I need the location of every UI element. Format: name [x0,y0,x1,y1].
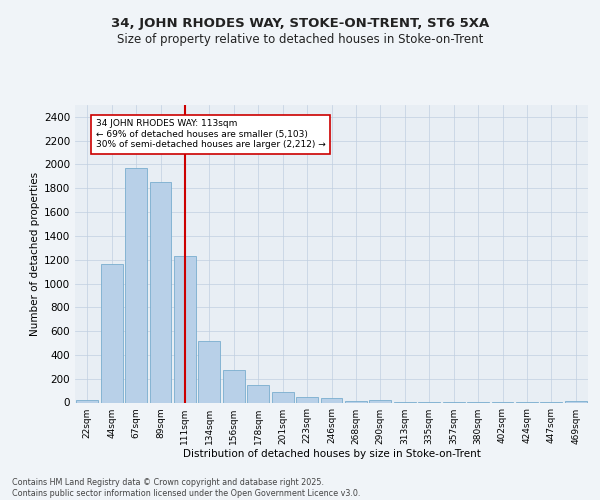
Bar [370,400,391,402]
Bar [174,256,196,402]
Text: Size of property relative to detached houses in Stoke-on-Trent: Size of property relative to detached ho… [117,32,483,46]
Bar [565,400,587,402]
Bar [199,340,220,402]
Bar [320,398,343,402]
Bar [272,392,293,402]
Bar [76,400,98,402]
Bar [149,182,172,402]
Bar [223,370,245,402]
Bar [101,264,122,402]
Bar [345,400,367,402]
Bar [296,397,318,402]
Text: 34, JOHN RHODES WAY, STOKE-ON-TRENT, ST6 5XA: 34, JOHN RHODES WAY, STOKE-ON-TRENT, ST6… [111,18,489,30]
Bar [247,384,269,402]
Text: Contains HM Land Registry data © Crown copyright and database right 2025.
Contai: Contains HM Land Registry data © Crown c… [12,478,361,498]
Text: 34 JOHN RHODES WAY: 113sqm
← 69% of detached houses are smaller (5,103)
30% of s: 34 JOHN RHODES WAY: 113sqm ← 69% of deta… [96,120,326,149]
X-axis label: Distribution of detached houses by size in Stoke-on-Trent: Distribution of detached houses by size … [182,450,481,460]
Bar [125,168,147,402]
Y-axis label: Number of detached properties: Number of detached properties [30,172,40,336]
